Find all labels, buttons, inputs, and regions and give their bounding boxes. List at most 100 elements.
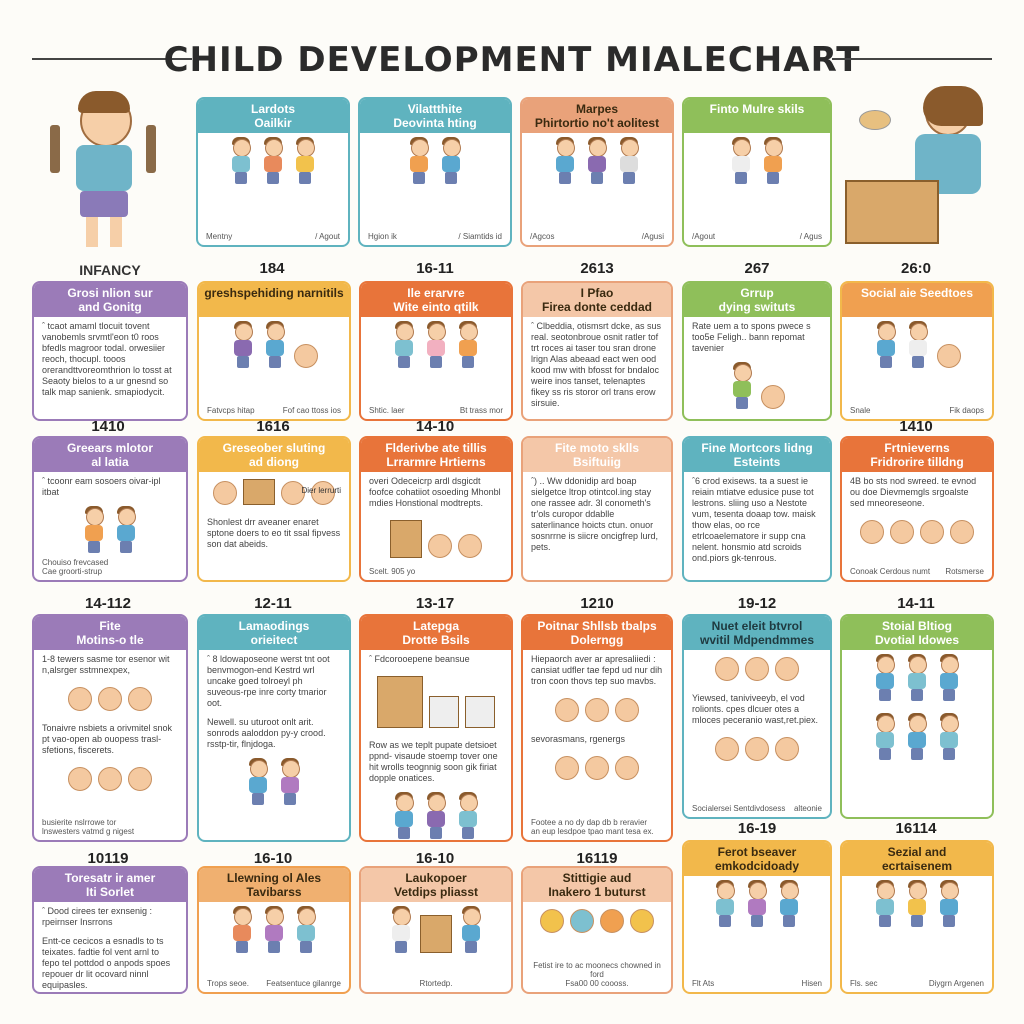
card-text: 4B bo sts nod swreed. te evnod ou doe Di… <box>850 476 977 508</box>
card-r3-c3[interactable]: Poitnar Shllsb tbalps Dolerngg Hiepaorch… <box>521 614 673 842</box>
card-text: 1-8 tewers sasme tor esenor wit n,alsrge… <box>42 654 170 675</box>
card-r3-c2[interactable]: Latepga Drotte Bsils ˆ Fdcorooepene bean… <box>359 614 513 842</box>
card-r1-c0[interactable]: Grosi nlion sur and Gonitg ˆ tcaot amaml… <box>32 281 188 421</box>
card-header: Frtnieverns Fridrorire tilldng <box>842 438 992 472</box>
faces-illustration <box>523 691 671 730</box>
age-label: 16114 <box>895 820 937 837</box>
card-header: Greears mlotor al latia <box>34 438 186 472</box>
age-label: 13-17 <box>415 595 455 612</box>
card-header: Grrup dying swituts <box>684 283 830 317</box>
faces-illustration <box>34 760 186 799</box>
card-footer-right: Fsa00 00 coooss. <box>565 979 629 988</box>
infancy-label: INFANCY <box>79 262 141 278</box>
card-footer-left: Fatvcps hitap <box>207 406 255 415</box>
card-text: ˆ Clbeddia, otismsrt dcke, as sus real. … <box>531 321 662 408</box>
title-bar: CHILD DEVELOPMENT MIALECHART <box>0 34 1024 84</box>
card-text: ˆ Fdcorooepene beansue <box>369 654 470 664</box>
caregiver-illustration <box>845 86 1005 250</box>
card-footer-left: Shtic. laer <box>369 406 405 415</box>
kids-illustration <box>199 472 349 513</box>
card-r4-c4[interactable]: Ferot bseaver emkodcidoady Flt Ats Hisen <box>682 840 832 994</box>
card-header: Greseober sluting ad diong <box>199 438 349 472</box>
card-header: Vilattthite Deovinta hting <box>360 99 510 133</box>
card-r2-c0[interactable]: Greears mlotor al latia ˆ tcoonr eam sos… <box>32 436 188 582</box>
card-footer-left: busierite nslrrowe tor <box>42 818 117 827</box>
card-r3-c5[interactable]: Stoial Bltiog Dvotial Idowes <box>840 614 994 819</box>
kids-illustration <box>842 513 992 552</box>
card-r1-c4[interactable]: Grrup dying swituts Rate uem a to spons … <box>682 281 832 421</box>
kids-illustration <box>34 502 186 561</box>
card-r2-c4[interactable]: Fine Mortcors lidng Esteints ˆ6 crod exi… <box>682 436 832 582</box>
card-footer-right: Rotsmerse <box>945 567 984 576</box>
card-header: Toresatr ir amer Iti Sorlet <box>34 868 186 902</box>
card-footer-left: Mentny <box>206 232 233 241</box>
card-text: Rate uem a to spons pwece s too5e Feligh… <box>692 321 811 353</box>
card-r1-c5[interactable]: Social aie Seedtoes Snale Fik daops <box>840 281 994 421</box>
age-label: 267 <box>744 260 770 277</box>
card-footer-right: Fof cao ttoss ios <box>282 406 341 415</box>
card-r0-c0[interactable]: Lardots Oailkir Mentny / Agout <box>196 97 350 247</box>
card-r0-c1[interactable]: Vilattthite Deovinta hting Hgion ik / Sia… <box>358 97 512 247</box>
age-label: 1410 <box>91 418 125 435</box>
age-label: 12-11 <box>254 595 292 612</box>
card-r1-c1[interactable]: greshspehiding narnitils Fatvcps hitap Fo… <box>197 281 351 421</box>
card-header: Fine Mortcors lidng Esteints <box>684 438 830 472</box>
card-footer-left: Trops seoe. <box>207 979 249 988</box>
age-label: 26:0 <box>900 260 932 277</box>
card-r4-c0[interactable]: Toresatr ir amer Iti Sorlet ˆ Dood ciree… <box>32 866 188 994</box>
card-footer-right: Diygrn Argenen <box>928 979 984 988</box>
card-footer-left: Fls. sec <box>850 979 878 988</box>
card-r2-c3[interactable]: Fite moto sklls Bsiftuiig ˆ) .. Ww ddoni… <box>521 436 673 582</box>
card-r2-c5[interactable]: Frtnieverns Fridrorire tilldng 4B bo sts… <box>840 436 994 582</box>
card-text-secondary: Newell. su uturoot onlt arit. sonrods aa… <box>207 717 326 749</box>
card-r1-c2[interactable]: Ile erarvre Wite einto qtilk Shtic. laer… <box>359 281 513 421</box>
sun-illustration <box>523 902 671 941</box>
card-text-secondary: Entt-ce cecicos a esnadls to ts teixates… <box>42 936 171 990</box>
age-label: 16-10 <box>415 850 455 867</box>
card-header: greshspehiding narnitils <box>199 283 349 317</box>
card-text: ˆ Dood cirees ter exnsenig : rpeirnser I… <box>42 906 153 927</box>
card-footer-right: / Agus <box>799 232 822 241</box>
kids-illustration <box>199 902 349 961</box>
age-label: 14-10 <box>415 418 455 435</box>
card-footer-right: Bt trass mor <box>459 406 503 415</box>
card-r4-c2[interactable]: Laukopoer Vetdips pliasst Rtortedp. <box>359 866 513 994</box>
card-header: Llewning ol Ales Tavibarss <box>199 868 349 902</box>
card-r0-c3[interactable]: Finto Mulre skils /Agout / Agus <box>682 97 832 247</box>
card-r3-c0[interactable]: Fite Motins-o tle 1-8 tewers sasme tor e… <box>32 614 188 842</box>
card-footer-right: / Siamtids id <box>458 232 502 241</box>
card-text: ˆ 8 ldowaposeone werst tnt oot benvmogon… <box>207 654 330 708</box>
card-text: ˆ tcaot amaml tlocuit tovent vanobemls s… <box>42 321 172 397</box>
card-r2-c1[interactable]: Greseober sluting ad diong Shonlest drr … <box>197 436 351 582</box>
card-footer-left: Socialersei Sentdivdosess <box>692 804 786 813</box>
card-r1-c3[interactable]: I Pfao Firea donte ceddad ˆ Clbeddia, ot… <box>521 281 673 421</box>
card-footer-left: Footee a no dy dap db b reravier <box>531 818 648 827</box>
kids-illustration <box>842 876 992 935</box>
card-footer-left: Hgion ik <box>368 232 397 241</box>
card-header: Finto Mulre skils <box>684 99 830 133</box>
card-footer-right: an eup lesdpoe tpao mant tesa ex. <box>531 827 654 836</box>
card-footer-right: Fik daops <box>949 406 984 415</box>
card-header: Ile erarvre Wite einto qtilk <box>361 283 511 317</box>
card-r4-c3[interactable]: Stittigie aud Inakero 1 buturst Fetist i… <box>521 866 673 994</box>
card-header: Latepga Drotte Bsils <box>361 616 511 650</box>
card-r4-c1[interactable]: Llewning ol Ales Tavibarss Trops seoe. Fe… <box>197 866 351 994</box>
age-label: 10119 <box>87 850 129 867</box>
card-r0-c2[interactable]: Marpes Phirtortio no't aolitest /Agcos/A… <box>520 97 674 247</box>
kids-illustration <box>684 133 830 192</box>
kids-illustration <box>361 902 511 961</box>
card-text: Shonlest drr aveaner enaret sptone doers… <box>207 517 341 549</box>
kids-illustration <box>522 133 672 192</box>
card-r3-c1[interactable]: Lamaodings orieitect ˆ 8 ldowaposeone we… <box>197 614 351 842</box>
card-header: Fite moto sklls Bsiftuiig <box>523 438 671 472</box>
card-r2-c2[interactable]: Flderivbe ate tillis Lrrarmre Hrtierns o… <box>359 436 513 582</box>
card-footer-left: Conoak Cerdous numt <box>850 567 931 576</box>
card-header: Lardots Oailkir <box>198 99 348 133</box>
card-footer-left: Flt Ats <box>692 979 715 988</box>
card-header: Social aie Seedtoes <box>842 283 992 317</box>
card-r3-c4[interactable]: Nuet eleit btvrol wvitil Mdpendmmes Yiew… <box>682 614 832 819</box>
infant-illustration <box>50 91 160 255</box>
age-label: 1616 <box>256 418 290 435</box>
card-r4-c5[interactable]: Sezial and ecrtaisenem Fls. sec Diygrn Ar… <box>840 840 994 994</box>
kids-illustration <box>684 358 830 417</box>
